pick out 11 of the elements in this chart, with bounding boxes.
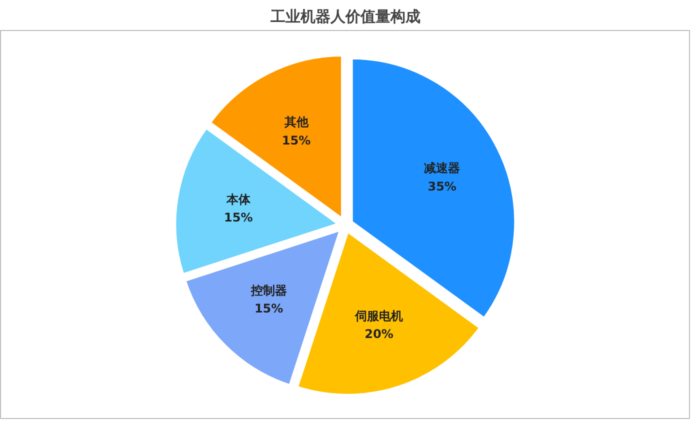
slice-label: 控制器: [250, 283, 287, 298]
chart-title: 工业机器人价值量构成: [270, 8, 420, 26]
slice-label: 伺服电机: [354, 308, 404, 323]
slice-label: 本体: [225, 192, 252, 206]
slice-label: 其他: [283, 115, 310, 130]
data-label: 15%: [282, 133, 311, 148]
slice-label: 减速器: [424, 161, 460, 176]
data-label: 35%: [428, 179, 456, 194]
data-label: 15%: [254, 302, 284, 316]
data-label: 20%: [364, 327, 394, 342]
data-label: 15%: [224, 210, 253, 225]
